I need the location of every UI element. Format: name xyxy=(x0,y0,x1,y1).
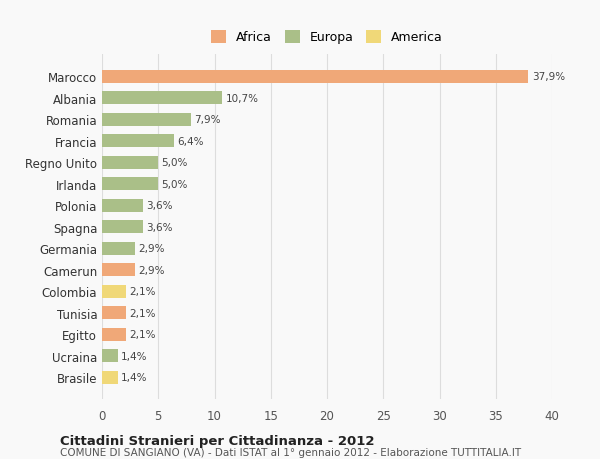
Text: 3,6%: 3,6% xyxy=(146,222,172,232)
Bar xyxy=(102,92,223,105)
Bar xyxy=(102,221,143,234)
Text: 2,1%: 2,1% xyxy=(129,286,155,297)
Bar xyxy=(102,242,134,255)
Text: Cittadini Stranieri per Cittadinanza - 2012: Cittadini Stranieri per Cittadinanza - 2… xyxy=(60,434,374,447)
Text: 37,9%: 37,9% xyxy=(532,72,565,82)
Text: 2,9%: 2,9% xyxy=(138,265,164,275)
Text: 5,0%: 5,0% xyxy=(161,179,188,189)
Bar xyxy=(102,157,158,169)
Text: 5,0%: 5,0% xyxy=(161,158,188,168)
Bar xyxy=(102,371,118,384)
Text: 6,4%: 6,4% xyxy=(178,136,204,146)
Text: 3,6%: 3,6% xyxy=(146,201,172,211)
Text: 2,9%: 2,9% xyxy=(138,244,164,254)
Bar xyxy=(102,199,143,212)
Legend: Africa, Europa, America: Africa, Europa, America xyxy=(208,27,446,48)
Bar xyxy=(102,263,134,276)
Text: 2,1%: 2,1% xyxy=(129,330,155,339)
Bar xyxy=(102,328,125,341)
Text: 2,1%: 2,1% xyxy=(129,308,155,318)
Bar xyxy=(102,135,174,148)
Bar xyxy=(102,178,158,191)
Bar xyxy=(102,113,191,127)
Text: 1,4%: 1,4% xyxy=(121,351,148,361)
Text: COMUNE DI SANGIANO (VA) - Dati ISTAT al 1° gennaio 2012 - Elaborazione TUTTITALI: COMUNE DI SANGIANO (VA) - Dati ISTAT al … xyxy=(60,448,521,458)
Text: 10,7%: 10,7% xyxy=(226,94,259,104)
Text: 1,4%: 1,4% xyxy=(121,372,148,382)
Bar xyxy=(102,285,125,298)
Text: 7,9%: 7,9% xyxy=(194,115,221,125)
Bar xyxy=(102,349,118,362)
Bar xyxy=(102,307,125,319)
Bar xyxy=(102,71,529,84)
